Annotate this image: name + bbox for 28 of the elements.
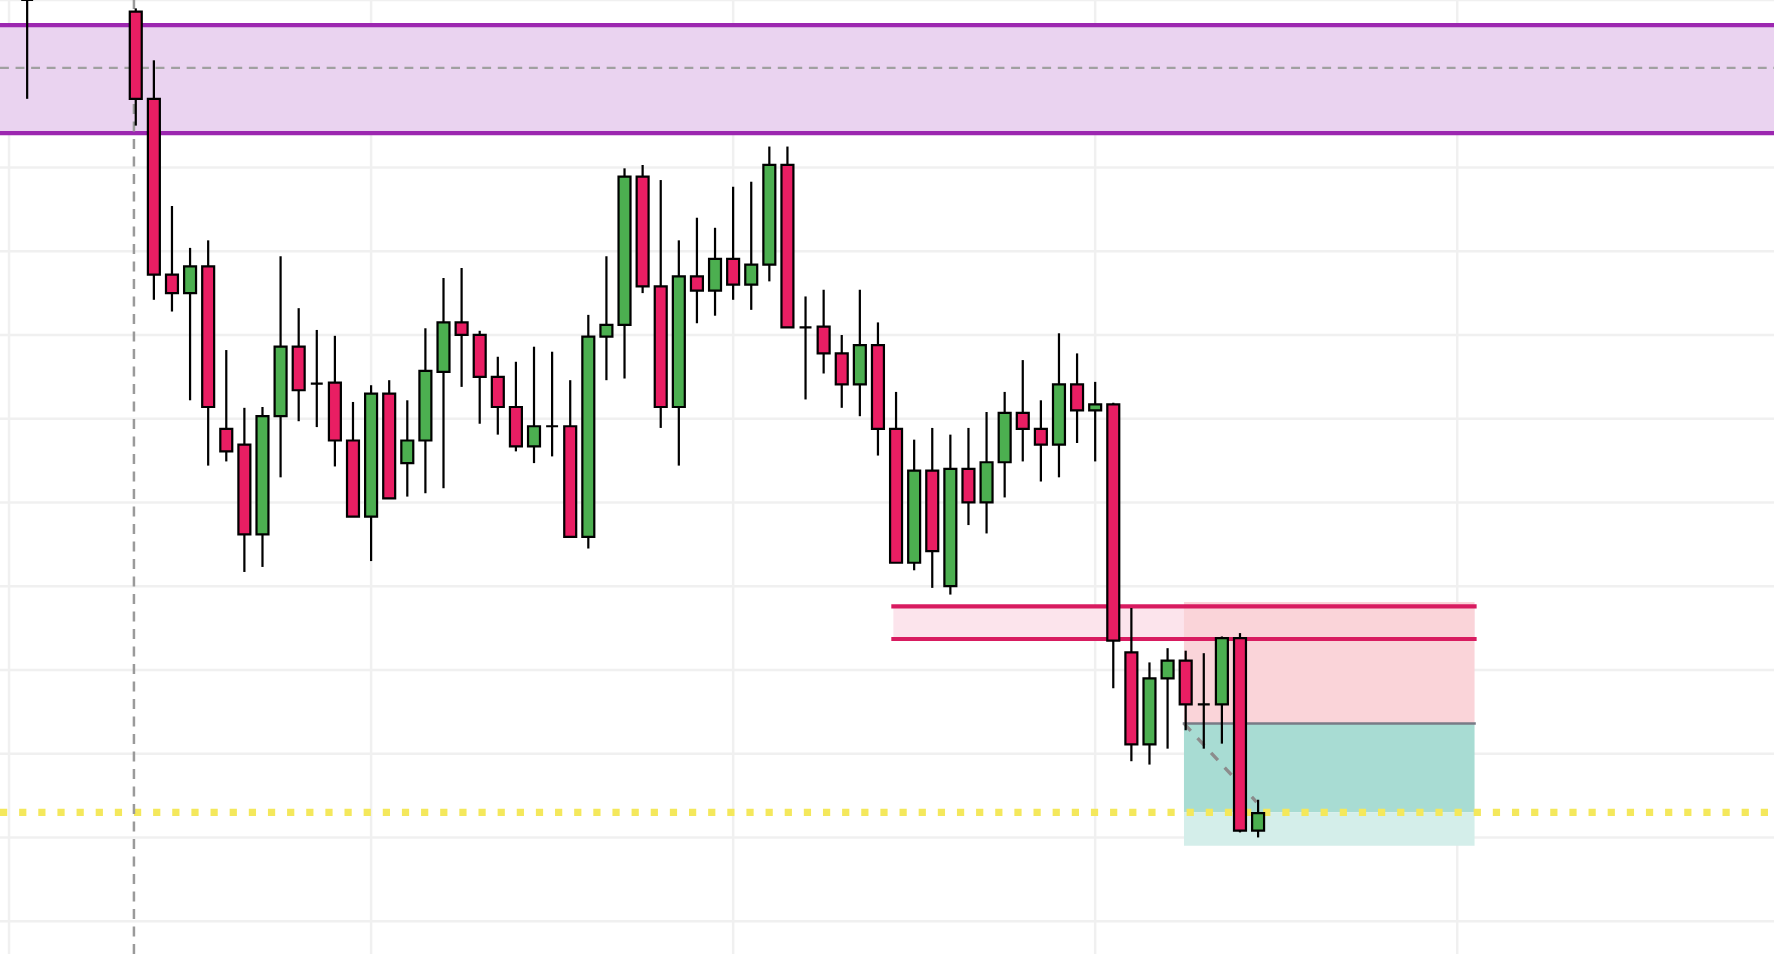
candlestick bbox=[400, 399, 415, 498]
candlestick bbox=[545, 350, 560, 458]
candlestick bbox=[1069, 352, 1085, 445]
candlestick bbox=[508, 360, 523, 453]
candlestick bbox=[1088, 380, 1103, 463]
candlestick bbox=[472, 329, 487, 425]
candlestick bbox=[1196, 652, 1211, 750]
candlestick bbox=[20, 0, 35, 100]
candlestick bbox=[798, 295, 813, 401]
candlestick bbox=[490, 355, 505, 436]
candlestick bbox=[689, 216, 705, 325]
candlestick bbox=[726, 185, 741, 301]
candlestick bbox=[164, 204, 180, 313]
candlestick bbox=[182, 246, 198, 402]
candlestick bbox=[1015, 358, 1030, 463]
candlestick bbox=[1251, 798, 1266, 839]
candlestick bbox=[1178, 649, 1193, 732]
candlestick bbox=[816, 288, 831, 375]
candlestick bbox=[707, 226, 723, 317]
candlestick bbox=[454, 266, 469, 388]
candlestick bbox=[852, 288, 867, 418]
candlestick bbox=[291, 307, 306, 423]
candlestick bbox=[526, 345, 542, 465]
candlestick bbox=[1033, 399, 1048, 483]
candlestick bbox=[744, 180, 759, 311]
candlestick bbox=[309, 328, 324, 429]
candlestick bbox=[219, 348, 234, 463]
candlestick bbox=[834, 333, 849, 409]
